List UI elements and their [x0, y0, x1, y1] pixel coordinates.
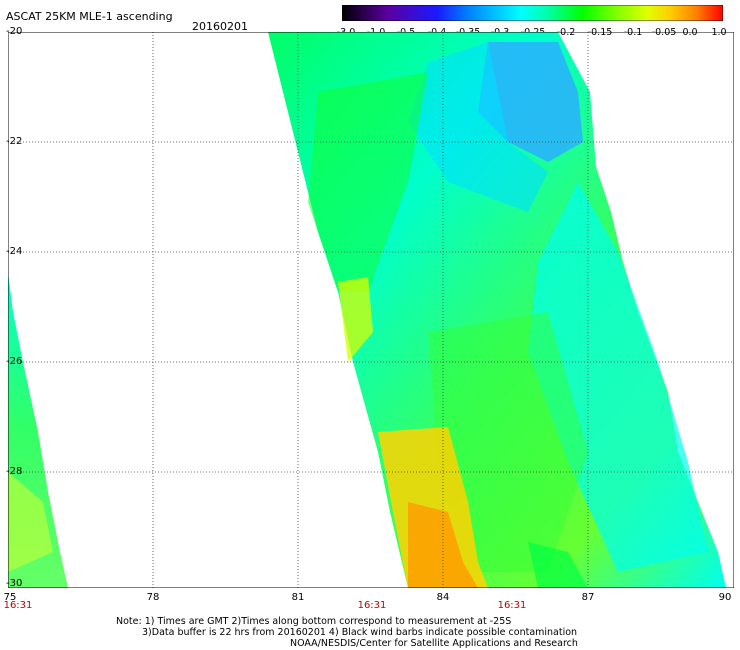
swath-yellow-region — [378, 427, 488, 588]
lon-label: 78 — [146, 592, 160, 603]
map-plot-area — [8, 32, 734, 588]
note-line-1: Note: 1) Times are GMT 2)Times along bot… — [116, 616, 512, 627]
map-date: 20160201 — [192, 20, 248, 33]
map-gridlines — [8, 32, 734, 588]
time-label: 16:31 — [497, 600, 527, 611]
lon-label: 87 — [581, 592, 595, 603]
lat-label: -20 — [6, 26, 23, 37]
time-label: 16:31 — [3, 600, 33, 611]
lon-label: 81 — [291, 592, 305, 603]
note-line-2: 3)Data buffer is 22 hrs from 20160201 4)… — [142, 627, 578, 638]
lat-label: -28 — [6, 466, 23, 477]
time-label: 16:31 — [357, 600, 387, 611]
lat-label: -24 — [6, 246, 23, 257]
note-line-3: NOAA/NESDIS/Center for Satellite Applica… — [290, 638, 578, 649]
lat-label: -22 — [6, 136, 23, 147]
lon-label: 75 — [3, 592, 17, 603]
map-title: ASCAT 25KM MLE-1 ascending — [6, 10, 173, 23]
lon-label: 90 — [718, 592, 732, 603]
colorbar — [342, 5, 723, 21]
lat-label: -26 — [6, 356, 23, 367]
lat-label: -30 — [6, 578, 23, 589]
lon-label: 84 — [436, 592, 450, 603]
